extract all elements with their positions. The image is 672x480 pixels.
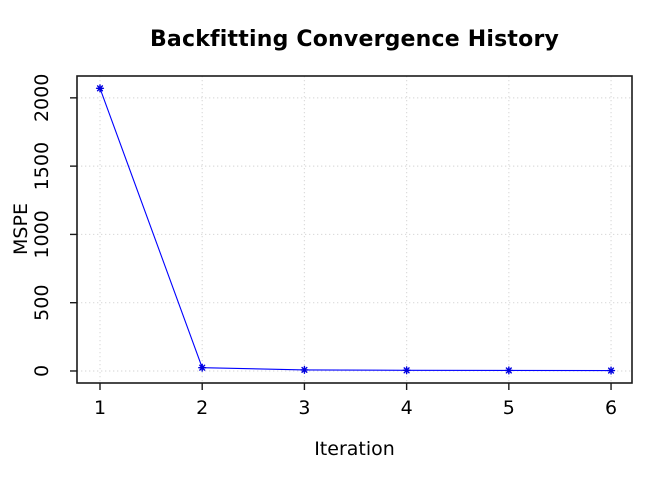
y-tick-label: 1000 bbox=[31, 210, 53, 258]
x-tick-label: 1 bbox=[94, 397, 106, 419]
data-point bbox=[404, 368, 409, 373]
data-point bbox=[302, 368, 307, 372]
x-axis-title: Iteration bbox=[314, 438, 395, 460]
x-tick-label: 2 bbox=[196, 397, 208, 419]
plot-box bbox=[76, 75, 633, 384]
data-point bbox=[609, 368, 613, 373]
chart-title: Backfitting Convergence History bbox=[149, 27, 560, 52]
x-tick-label: 6 bbox=[605, 397, 617, 419]
y-tick-label: 0 bbox=[31, 365, 53, 377]
x-tick-label: 4 bbox=[401, 397, 413, 419]
data-point bbox=[507, 368, 511, 373]
y-tick-label: 1500 bbox=[31, 142, 53, 190]
x-tick-label: 5 bbox=[503, 397, 515, 419]
y-tick-label: 500 bbox=[31, 285, 53, 321]
y-tick-label: 2000 bbox=[31, 74, 53, 122]
data-point bbox=[98, 86, 102, 91]
data-point bbox=[200, 365, 205, 370]
data-line bbox=[99, 88, 612, 372]
x-tick-label: 3 bbox=[298, 397, 310, 419]
